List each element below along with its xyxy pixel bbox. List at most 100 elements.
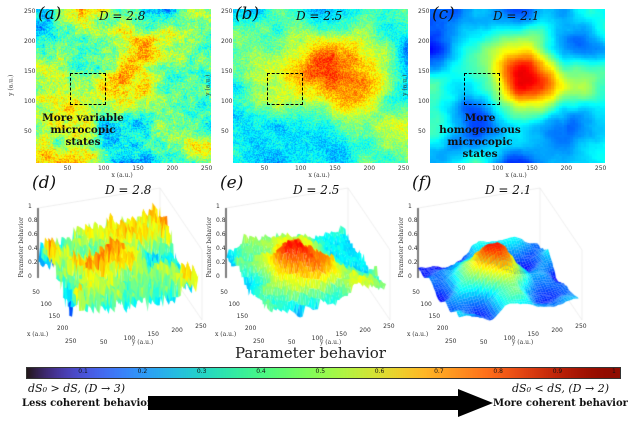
x-tick-label: 50 bbox=[260, 165, 269, 172]
x-axis-label: x (a.u.) bbox=[407, 331, 429, 338]
panel-label-c: (c) bbox=[432, 4, 455, 24]
x-tick-label: 200 bbox=[56, 325, 69, 333]
y-tick-label: 100 bbox=[503, 335, 516, 343]
x-tick-label: 200 bbox=[363, 165, 376, 172]
x-tick-label: 150 bbox=[132, 165, 144, 172]
z-tick-label: 0.2 bbox=[28, 259, 38, 266]
panel-label-b: (b) bbox=[235, 4, 260, 24]
colorbar-tick-label: 0.9 bbox=[552, 368, 563, 375]
y-tick-label: 50 bbox=[221, 128, 229, 136]
panel-title-a: D = 2.8 bbox=[99, 9, 146, 23]
x-tick-label: 250 bbox=[200, 165, 213, 172]
arrow-icon bbox=[148, 389, 493, 417]
panel-label-f: (f) bbox=[412, 173, 432, 193]
z-tick-label: 0.2 bbox=[408, 259, 418, 266]
colorbar-tick-label: 1 bbox=[612, 368, 616, 375]
right-condition: dS₀ < dS, (D → 2) bbox=[512, 382, 609, 395]
y-tick-label: 250 bbox=[575, 323, 587, 331]
z-tick-label: 1 bbox=[216, 203, 220, 210]
x-tick-label: 100 bbox=[420, 301, 432, 309]
z-tick-label: 0.6 bbox=[216, 231, 226, 238]
y-axis-label: y (a.u.) bbox=[204, 74, 212, 96]
x-tick-label: 100 bbox=[97, 165, 110, 172]
highlight-box bbox=[69, 73, 106, 106]
x-tick-label: 150 bbox=[236, 313, 249, 321]
colorbar-tick-label: 0.2 bbox=[137, 368, 148, 375]
y-tick-label: 100 bbox=[123, 335, 136, 343]
x-tick-label: 200 bbox=[166, 165, 179, 172]
surface-f bbox=[410, 182, 610, 342]
panel-title-d: D = 2.8 bbox=[105, 183, 152, 197]
y-tick-label: 150 bbox=[24, 68, 36, 76]
panel-title-e: D = 2.5 bbox=[293, 183, 340, 197]
colorbar-tick-label: 0.1 bbox=[78, 368, 88, 375]
heatmap-a bbox=[36, 9, 211, 163]
z-axis-label: Parameter behavior bbox=[205, 217, 213, 278]
y-tick-label: 200 bbox=[359, 327, 371, 335]
y-axis-label: y (a.u.) bbox=[401, 74, 409, 96]
z-tick-label: 1 bbox=[28, 203, 32, 210]
panel-title-c: D = 2.1 bbox=[493, 9, 540, 23]
y-axis-label: y (a.u.) bbox=[132, 339, 154, 346]
x-tick-label: 150 bbox=[329, 165, 341, 172]
y-tick-label: 200 bbox=[418, 37, 430, 45]
z-tick-label: 0.8 bbox=[408, 217, 418, 224]
y-tick-label: 150 bbox=[221, 68, 233, 76]
surface-e bbox=[218, 182, 418, 342]
x-tick-label: 150 bbox=[428, 313, 441, 321]
x-tick-label: 250 bbox=[445, 337, 457, 345]
panel-label-e: (e) bbox=[220, 173, 244, 193]
x-tick-label: 100 bbox=[491, 165, 504, 172]
x-tick-label: 250 bbox=[253, 337, 265, 345]
annotation-a: More variable microcopic states bbox=[42, 112, 124, 148]
panel-title-f: D = 2.1 bbox=[485, 183, 532, 197]
y-axis-label: y (a.u.) bbox=[7, 74, 15, 96]
panel-label-a: (a) bbox=[38, 4, 62, 24]
colorbar-tick-label: 0.8 bbox=[493, 368, 503, 375]
y-tick-label: 50 bbox=[99, 339, 108, 347]
y-tick-label: 150 bbox=[527, 331, 539, 339]
y-tick-label: 50 bbox=[479, 339, 488, 347]
y-tick-label: 100 bbox=[221, 98, 233, 106]
x-axis-label: x (a.u.) bbox=[308, 172, 330, 179]
z-axis-label: Parameter behavior bbox=[397, 217, 405, 278]
panel-title-b: D = 2.5 bbox=[296, 9, 343, 23]
z-tick-label: 0 bbox=[216, 273, 220, 280]
y-tick-label: 50 bbox=[287, 339, 296, 347]
surface-d bbox=[30, 182, 230, 342]
y-tick-label: 250 bbox=[418, 7, 430, 15]
left-condition: dS₀ > dS, (D → 3) bbox=[28, 382, 125, 395]
y-tick-label: 250 bbox=[383, 323, 395, 331]
x-tick-label: 50 bbox=[63, 165, 72, 172]
colorbar bbox=[26, 367, 621, 379]
annotation-c: More homogeneous microcopic states bbox=[439, 112, 521, 160]
y-tick-label: 200 bbox=[171, 327, 183, 335]
x-axis-label: x (a.u.) bbox=[215, 331, 237, 338]
colorbar-tick-label: 0.6 bbox=[374, 368, 385, 375]
x-tick-label: 100 bbox=[40, 301, 52, 309]
y-tick-label: 250 bbox=[24, 7, 36, 15]
heatmap-c bbox=[430, 9, 605, 163]
x-tick-label: 50 bbox=[457, 165, 466, 172]
z-tick-label: 0.8 bbox=[216, 217, 226, 224]
z-tick-label: 0.6 bbox=[408, 231, 418, 238]
y-tick-label: 100 bbox=[24, 98, 36, 106]
x-tick-label: 150 bbox=[526, 165, 538, 172]
colorbar-title: Parameter behavior bbox=[235, 344, 386, 362]
x-tick-label: 100 bbox=[228, 301, 240, 309]
x-axis-label: x (a.u.) bbox=[27, 331, 49, 338]
x-tick-label: 200 bbox=[436, 325, 449, 333]
colorbar-tick-label: 0.3 bbox=[196, 368, 207, 375]
z-tick-label: 1 bbox=[408, 203, 412, 210]
y-tick-label: 150 bbox=[147, 331, 159, 339]
x-tick-label: 250 bbox=[397, 165, 410, 172]
heatmap-b bbox=[233, 9, 408, 163]
x-tick-label: 100 bbox=[294, 165, 307, 172]
x-tick-label: 200 bbox=[244, 325, 257, 333]
colorbar-tick-label: 0.5 bbox=[315, 368, 326, 375]
colorbar-tick-label: 0.4 bbox=[256, 368, 266, 375]
x-axis-label: x (a.u.) bbox=[111, 172, 133, 179]
y-tick-label: 150 bbox=[335, 331, 347, 339]
z-tick-label: 0.4 bbox=[216, 245, 226, 252]
